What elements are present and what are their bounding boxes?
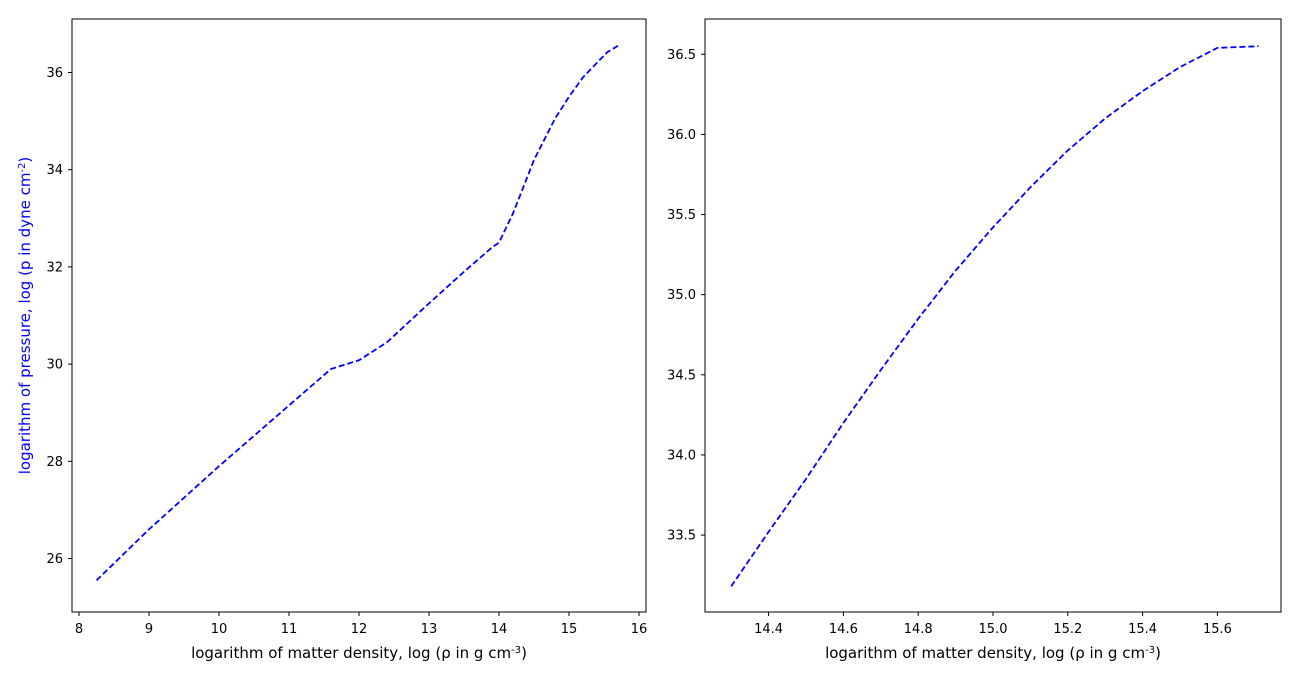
- y-tick-label: 34.5: [667, 368, 696, 383]
- y-tick-label: 34.0: [667, 448, 696, 463]
- y-tick-label: 28: [46, 455, 63, 470]
- right-chart-panel: 14.4 14.6 14.8 15.0 15.2 15.4 15.6 33.5 34.0 34.5…: [667, 18, 1282, 662]
- x-tick-label: 9: [145, 622, 153, 637]
- x-tick-label: 14.6: [829, 622, 858, 637]
- x-tick-label: 15.0: [979, 622, 1008, 637]
- x-tick-label: 14.8: [904, 622, 933, 637]
- y-tick-label: 34: [46, 163, 63, 178]
- left-chart-panel: 8 9 10 11 12 13 14 15 16 26 28 30 32 34 36 logarithm of…: [16, 18, 648, 662]
- series-line-0: [730, 45, 1259, 587]
- x-tick-label: 16: [631, 622, 648, 637]
- x-tick-label: 10: [211, 622, 228, 637]
- y-tick-label: 32: [46, 260, 63, 275]
- x-axis-label: logarithm of matter density, log (ρ in g…: [825, 644, 1161, 662]
- y-tick-label: 36.5: [667, 48, 696, 63]
- y-axis-label: logarithm of pressure, log (p in dyne cm…: [16, 157, 34, 475]
- x-tick-label: 15.6: [1203, 622, 1232, 637]
- x-tick-label: 11: [281, 622, 298, 637]
- x-tick-label: 15: [561, 622, 578, 637]
- x-tick-label: 15.4: [1128, 622, 1157, 637]
- y-tick-label: 35.0: [667, 288, 696, 303]
- x-tick-label: 15.2: [1053, 622, 1082, 637]
- y-tick-label: 26: [46, 552, 63, 567]
- plot-frame: [704, 18, 1282, 613]
- y-tick-label: 36.0: [667, 128, 696, 143]
- series-line-0: [95, 44, 619, 582]
- x-tick-label: 12: [351, 622, 368, 637]
- y-tick-label: 30: [46, 358, 63, 373]
- x-tick-label: 8: [75, 622, 83, 637]
- y-tick-label: 35.5: [667, 208, 696, 223]
- y-tick-label: 33.5: [667, 529, 696, 544]
- x-tick-label: 13: [421, 622, 438, 637]
- plot-frame: [71, 18, 647, 613]
- y-tick-label: 36: [46, 66, 63, 81]
- x-tick-label: 14: [491, 622, 508, 637]
- x-tick-label: 14.4: [754, 622, 783, 637]
- x-axis-label: logarithm of matter density, log (ρ in g…: [191, 644, 527, 662]
